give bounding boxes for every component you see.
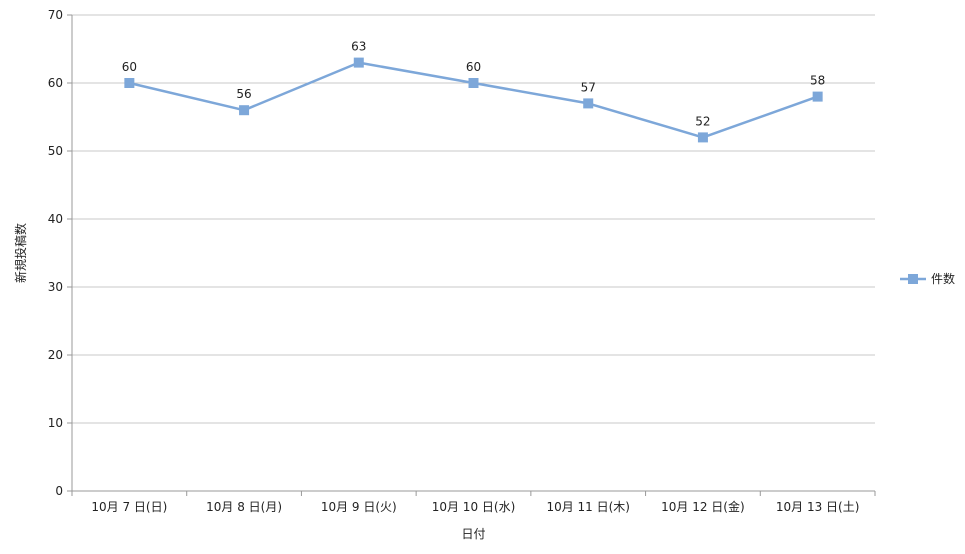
data-label-2: 63 bbox=[351, 40, 366, 54]
y-tick-label-40: 40 bbox=[48, 212, 63, 226]
data-point-2 bbox=[353, 57, 364, 68]
y-axis-title: 新規投稿数 bbox=[13, 223, 28, 283]
data-label-0: 60 bbox=[122, 60, 137, 74]
x-tick-label-4: 10月 11 日(木) bbox=[546, 500, 630, 514]
axes bbox=[67, 14, 876, 496]
data-point-5 bbox=[697, 132, 708, 143]
y-tick-label-50: 50 bbox=[48, 144, 63, 158]
x-tick-label-2: 10月 9 日(火) bbox=[321, 500, 397, 514]
x-tick-label-6: 10月 13 日(土) bbox=[776, 500, 860, 514]
y-tick-label-70: 70 bbox=[48, 8, 63, 22]
x-tick-labels: 10月 7 日(日) 10月 8 日(月) 10月 9 日(火) 10月 10 日(水… bbox=[91, 499, 859, 514]
data-point-6 bbox=[812, 91, 823, 102]
data-label-5: 52 bbox=[695, 114, 710, 128]
data-point-0 bbox=[124, 78, 135, 88]
data-label-6: 58 bbox=[810, 74, 825, 88]
data-point-3 bbox=[468, 78, 479, 88]
y-tick-label-60: 60 bbox=[48, 76, 63, 90]
data-point-1 bbox=[239, 105, 250, 116]
legend-label: 件数 bbox=[931, 271, 955, 286]
legend: 件数 bbox=[900, 271, 955, 286]
data-point-4 bbox=[583, 98, 594, 109]
x-tick-label-1: 10月 8 日(月) bbox=[206, 500, 282, 514]
gridlines bbox=[72, 14, 875, 424]
x-tick-label-3: 10月 10 日(水) bbox=[432, 500, 516, 514]
y-tick-labels: 0 10 20 30 40 50 60 70 bbox=[48, 8, 63, 498]
data-label-4: 57 bbox=[581, 80, 596, 94]
data-label-1: 56 bbox=[236, 87, 251, 101]
series-layer bbox=[124, 57, 823, 143]
y-tick-label-0: 0 bbox=[55, 484, 63, 498]
x-axis-title: 日付 bbox=[461, 527, 485, 541]
y-tick-label-10: 10 bbox=[48, 416, 63, 430]
data-labels: 60 56 63 60 57 52 58 bbox=[122, 40, 826, 129]
y-tick-label-30: 30 bbox=[48, 280, 63, 294]
x-tick-label-5: 10月 12 日(金) bbox=[661, 499, 745, 514]
x-tick-label-0: 10月 7 日(日) bbox=[91, 500, 167, 514]
legend-marker-swatch bbox=[908, 274, 918, 284]
y-tick-label-20: 20 bbox=[48, 348, 63, 362]
data-label-3: 60 bbox=[466, 60, 481, 74]
